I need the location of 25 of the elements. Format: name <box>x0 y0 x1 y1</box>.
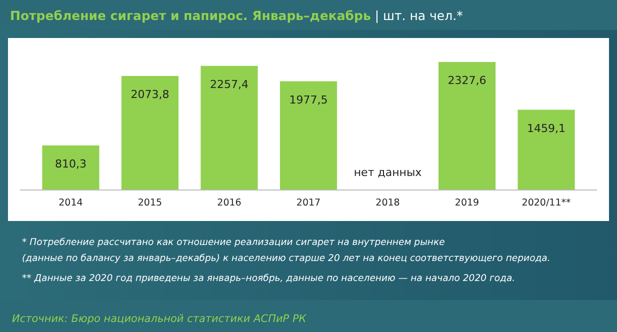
data-label: 2257,4 <box>210 78 248 91</box>
x-tick-label: 2018 <box>376 198 400 209</box>
annotation: нет данных <box>354 166 422 179</box>
data-label: 1977,5 <box>289 93 328 106</box>
x-tick-label: 2014 <box>58 198 83 209</box>
bar <box>200 66 258 190</box>
bar <box>280 81 338 190</box>
x-tick-label: 2020/11** <box>522 198 572 209</box>
chart-title: Потребление сигарет и папирос. Январь–декабрь <box>10 8 371 23</box>
bar <box>42 145 100 190</box>
text: ** Данные за 2020 год приведены за январь–ноябрь, данные по населению — на начало 2020 года. <box>22 273 516 284</box>
x-tick-label: 2016 <box>217 198 242 209</box>
text: * Потребление рассчитано как отношение реализации сигарет на внутреннем рынке (данные по балансу за январь–декабрь) к населению старше 20 лет на конец соответствующего периода. <box>22 237 550 264</box>
data-label: 1459,1 <box>527 122 566 135</box>
x-tick-label: 2019 <box>454 198 480 209</box>
chart-subtitle: | шт. на чел.* <box>374 8 463 23</box>
x-tick-label: 2017 <box>296 198 321 209</box>
bar <box>121 76 179 190</box>
x-tick-label: 2015 <box>138 198 162 209</box>
data-label: 810,3 <box>54 157 86 170</box>
data-label: 2073,8 <box>130 88 170 101</box>
text: Источник: Бюро национальной статистики АСПиР РК <box>12 313 307 325</box>
bar <box>518 110 575 190</box>
data-label: 2327,6 <box>448 74 486 87</box>
bar <box>438 62 496 190</box>
